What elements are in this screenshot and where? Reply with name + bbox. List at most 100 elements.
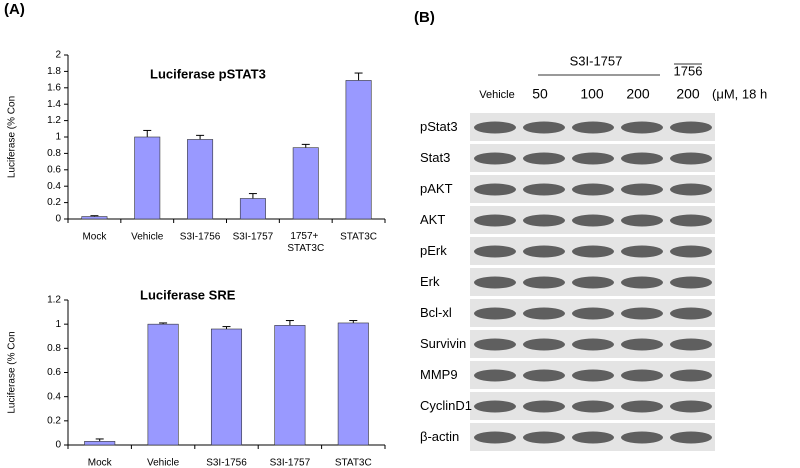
blot-band	[670, 121, 712, 134]
y-tick-label: 0	[55, 214, 61, 225]
column-label: Vehicle	[479, 89, 514, 101]
x-tick-label: 1757+ STAT3C	[287, 231, 324, 254]
y-tick-label: 1.2	[47, 115, 61, 126]
x-tick-label: S3I-1757	[270, 458, 311, 468]
blot-band	[474, 214, 516, 227]
blot-band	[523, 183, 565, 196]
blot-band	[523, 152, 565, 165]
x-tick-label: STAT3C	[340, 232, 377, 243]
row-label: CyclinD1	[420, 398, 472, 413]
blot-band	[621, 400, 663, 413]
panel-label: (A)	[4, 1, 25, 18]
blot-band	[572, 121, 614, 134]
y-tick-label: 1	[55, 319, 61, 330]
blot-band	[474, 183, 516, 196]
blot-band	[621, 214, 663, 227]
blot-band	[474, 276, 516, 289]
blot-band	[474, 431, 516, 444]
column-label: 200	[676, 86, 700, 102]
blot-band	[572, 338, 614, 351]
row-label: MMP9	[420, 367, 458, 382]
y-tick-label: 2	[55, 50, 61, 61]
blot-band	[621, 431, 663, 444]
row-label: pAKT	[420, 181, 453, 196]
blot-band	[523, 307, 565, 320]
column-label: 100	[580, 86, 604, 102]
blot-band	[572, 400, 614, 413]
y-tick-label: 1.6	[47, 82, 61, 93]
y-tick-label: 0.8	[47, 148, 61, 159]
column-label: 50	[532, 86, 548, 102]
blot-band	[670, 307, 712, 320]
x-tick-label: S3I-1756	[206, 458, 247, 468]
blot-band	[523, 369, 565, 382]
y-tick-label: 0.2	[47, 197, 61, 208]
y-tick-label: 0.4	[47, 391, 61, 402]
bar	[84, 441, 116, 446]
row-label: pStat3	[420, 119, 458, 134]
column-label: 200	[626, 86, 650, 102]
unit-label: (μM, 18 h	[712, 86, 767, 101]
row-label: Bcl-xl	[420, 305, 452, 320]
y-axis-label: Luciferase (% Con	[7, 331, 18, 413]
blot-band	[670, 431, 712, 444]
y-tick-label: 1.4	[47, 99, 61, 110]
row-label: β-actin	[420, 429, 459, 444]
x-tick-label: Mock	[88, 458, 113, 468]
blot-band	[670, 245, 712, 258]
x-tick-label: S3I-1756	[180, 232, 221, 243]
bar	[210, 328, 243, 446]
blot-band	[523, 214, 565, 227]
blot-band	[523, 400, 565, 413]
blot-band	[474, 307, 516, 320]
panel-label: (B)	[414, 9, 435, 26]
blot-band	[670, 338, 712, 351]
y-tick-label: 0	[55, 440, 61, 451]
row-label: Stat3	[420, 150, 450, 165]
blot-band	[572, 276, 614, 289]
y-tick-label: 1	[55, 132, 61, 143]
row-label: AKT	[420, 212, 445, 227]
blot-band	[621, 245, 663, 258]
blot-band	[621, 369, 663, 382]
blot-band	[621, 338, 663, 351]
chart-title: Luciferase SRE	[140, 287, 236, 302]
group-label: S3I-1757	[570, 53, 623, 68]
blot-band	[572, 307, 614, 320]
blot-band	[474, 245, 516, 258]
x-tick-label: Mock	[82, 232, 107, 243]
blot-band	[523, 338, 565, 351]
blot-band	[523, 276, 565, 289]
x-tick-label: S3I-1757	[233, 232, 274, 243]
y-tick-label: 0.2	[47, 415, 61, 426]
y-tick-label: 0.6	[47, 164, 61, 175]
y-tick-label: 0.6	[47, 367, 61, 378]
y-tick-label: 0.8	[47, 343, 61, 354]
blot-band	[670, 214, 712, 227]
bar	[292, 147, 319, 220]
bar	[337, 322, 369, 446]
blot-band	[621, 183, 663, 196]
blot-band	[572, 183, 614, 196]
bar	[134, 136, 161, 220]
y-tick-label: 1.2	[47, 295, 61, 306]
bar	[187, 139, 214, 220]
row-label: Erk	[420, 274, 440, 289]
blot-band	[621, 276, 663, 289]
y-axis-label: Luciferase (% Con	[7, 96, 18, 178]
chart-title: Luciferase pSTAT3	[150, 66, 266, 81]
bar	[345, 80, 372, 220]
blot-band	[572, 152, 614, 165]
blot-band	[523, 431, 565, 444]
y-tick-label: 1.8	[47, 66, 61, 77]
bar	[239, 198, 266, 220]
blot-band	[474, 400, 516, 413]
blot-band	[572, 431, 614, 444]
blot-band	[474, 121, 516, 134]
row-label: pErk	[420, 243, 447, 258]
x-tick-label: Vehicle	[147, 458, 180, 468]
blot-band	[523, 245, 565, 258]
row-label: Survivin	[420, 336, 466, 351]
blot-band	[523, 121, 565, 134]
